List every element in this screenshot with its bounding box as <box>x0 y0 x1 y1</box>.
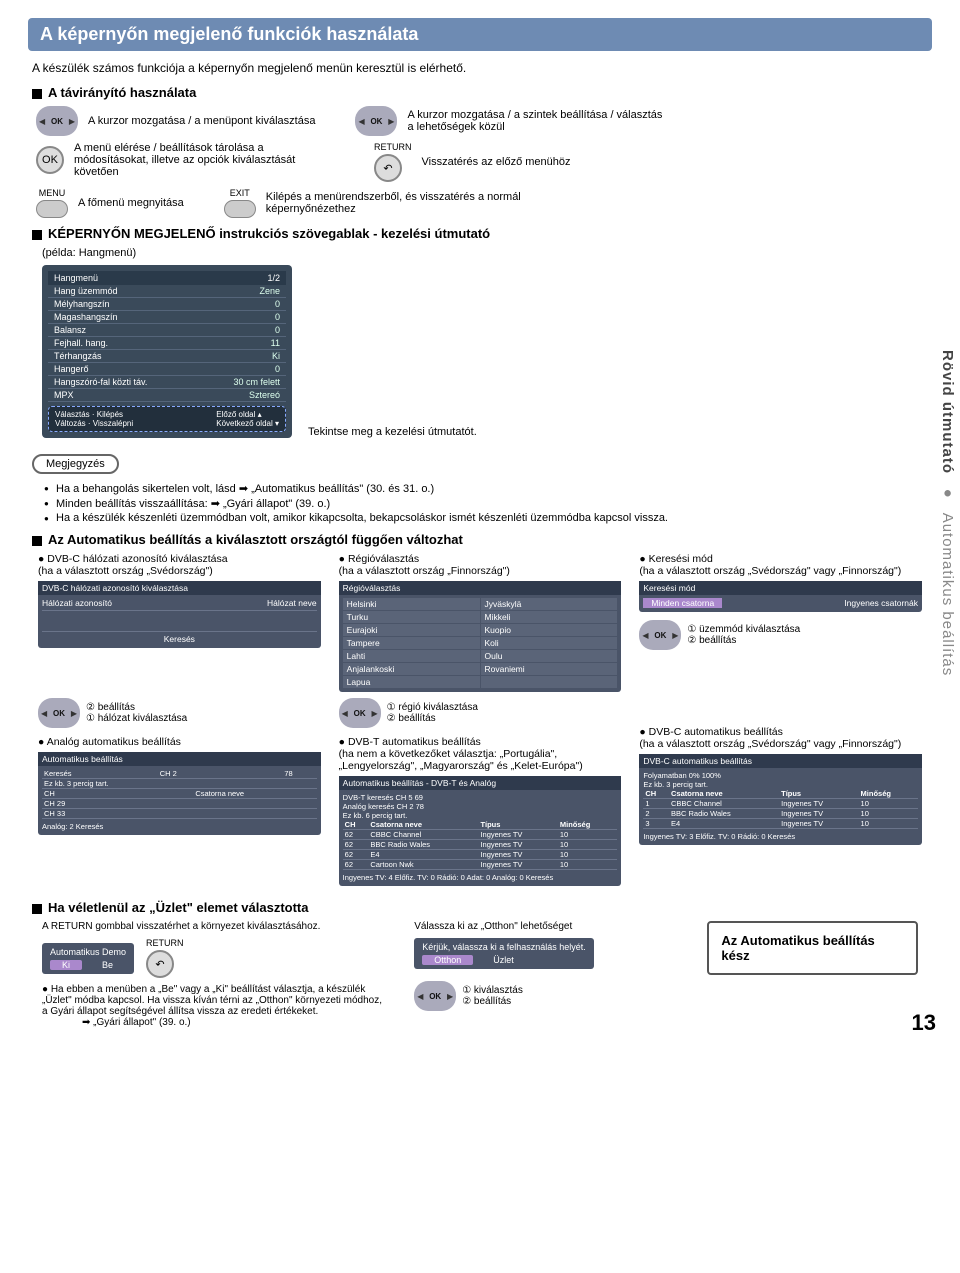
col1-head: DVB-C hálózati azonosító kiválasztása <box>47 553 227 565</box>
page-title: A képernyőn megjelenő funkciók használat… <box>28 18 932 51</box>
return-button-icon: ↶ <box>146 950 174 978</box>
osd-panel: Hangmenü1/2 Hang üzemmódZeneMélyhangszín… <box>42 265 292 438</box>
dpad-icon: OK <box>639 620 681 650</box>
home-dialog: Kérjük, válassza ki a felhasználás helyé… <box>414 938 594 969</box>
ok-button-icon: OK <box>36 146 64 174</box>
exit-button-icon <box>224 200 256 218</box>
remote-desc-cursor-level: A kurzor mozgatása / a szintek beállítás… <box>407 109 667 133</box>
dpad-icon: OK <box>36 106 78 136</box>
shop-txt3: ➡ „Gyári állapot" (39. o.) <box>82 1017 384 1028</box>
done-box: Az Automatikus beállítás kész <box>707 921 918 975</box>
side-tab: Rövid útmutató ● Automatikus beállítás <box>939 350 956 676</box>
dpad-icon: OK <box>414 981 456 1011</box>
osd-example-label: (példa: Hangmenü) <box>42 247 932 259</box>
dpad-icon: OK <box>38 698 80 728</box>
remote-desc-exit: Kilépés a menürendszerből, és visszatéré… <box>266 191 526 215</box>
scan-dvbt-panel: Automatikus beállítás - DVB-T és Analóg … <box>339 776 622 886</box>
section-osd-head: KÉPERNYŐN MEGJELENŐ instrukciós szövegab… <box>32 226 928 241</box>
col2-head: Régióválasztás <box>348 553 419 565</box>
osd-tip: Tekintse meg a kezelési útmutatót. <box>308 426 477 438</box>
home-txt: Válassza ki az „Otthon" lehetőséget <box>414 921 677 932</box>
search-mode-panel: Keresési mód Minden csatornaIngyenes csa… <box>639 581 922 612</box>
demo-dialog: Automatikus Demo KiBe <box>42 943 134 974</box>
notes-list: Ha a behangolás sikertelen volt, lásd ➡ … <box>44 482 916 524</box>
auto-dvbt: DVB-T automatikus beállítás <box>348 736 481 748</box>
section-shop-head: Ha véletlenül az „Üzlet" elemet választo… <box>32 900 928 915</box>
shop-txt1: A RETURN gombbal visszatérhet a környeze… <box>42 921 384 932</box>
region-panel: Régióválasztás HelsinkiJyväskyläTurkuMik… <box>339 581 622 692</box>
osd-page: 1/2 <box>267 273 280 283</box>
section-remote-head: A távirányító használata <box>32 85 928 100</box>
note-label: Megjegyzés <box>32 454 119 474</box>
return-button-icon: ↶ <box>374 154 402 182</box>
dvbc-id-panel: DVB-C hálózati azonosító kiválasztása Há… <box>38 581 321 648</box>
osd-title: Hangmenü <box>54 273 98 283</box>
page-number: 13 <box>912 1010 936 1036</box>
return-label: RETURN <box>374 142 412 152</box>
auto-dvbc: DVB-C automatikus beállítás <box>649 726 783 738</box>
shop-txt2: Ha ebben a menüben a „Be" vagy a „Ki" be… <box>42 984 382 1017</box>
remote-desc-menu: A főmenü megnyitása <box>78 197 184 209</box>
dpad-icon: OK <box>339 698 381 728</box>
remote-desc-return: Visszatérés az előző menühöz <box>422 156 571 168</box>
menu-button-icon <box>36 200 68 218</box>
scan-analog-panel: Automatikus beállítás KeresésCH 278Ez kb… <box>38 752 321 835</box>
remote-desc-cursor-menu: A kurzor mozgatása / a menüpont kiválasz… <box>88 115 315 127</box>
col3-head: Keresési mód <box>649 553 713 565</box>
dpad-icon: OK <box>355 106 397 136</box>
auto-analog: Analóg automatikus beállítás <box>47 736 181 748</box>
exit-label: EXIT <box>224 188 256 198</box>
page-subtitle: A készülék számos funkciója a képernyőn … <box>32 61 928 75</box>
remote-desc-store: A menü elérése / beállítások tárolása a … <box>74 142 334 178</box>
section-auto-head: Az Automatikus beállítás a kiválasztott … <box>32 532 928 547</box>
scan-dvbc-panel: DVB-C automatikus beállítás Folyamatban … <box>639 754 922 845</box>
menu-label: MENU <box>36 188 68 198</box>
